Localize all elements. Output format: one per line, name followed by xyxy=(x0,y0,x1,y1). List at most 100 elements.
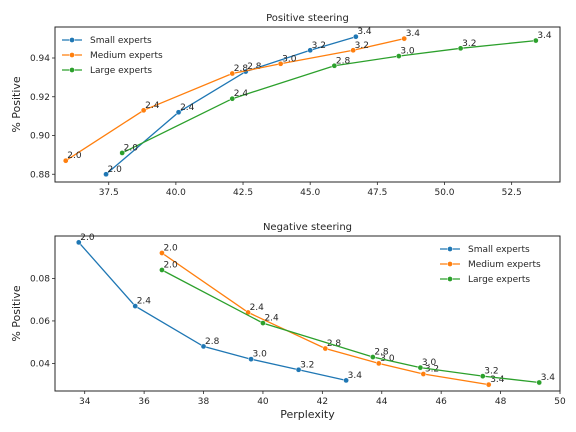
chart-0-x-tick-label: 47.5 xyxy=(367,188,387,198)
chart-0-small-experts-point-label: 3.2 xyxy=(312,41,326,51)
chart-0-x-tick-label: 45.0 xyxy=(300,188,320,198)
chart-1-y-tick-label: 0.04 xyxy=(30,360,50,370)
chart-1-large-experts-point-label: 2.8 xyxy=(374,348,389,358)
chart-0-medium-experts-point-label: 3.4 xyxy=(406,29,421,39)
chart-1-medium-experts-point-label: 2.0 xyxy=(163,243,178,253)
chart-0-large-experts-point xyxy=(395,53,402,59)
chart-0-small-experts-point-label: 2.0 xyxy=(108,165,123,175)
chart-0-y-axis-label: % Positive xyxy=(10,76,23,133)
chart-0-small-experts-point-label: 3.4 xyxy=(357,27,372,37)
chart-1-large-experts-point-label: 2.4 xyxy=(264,314,279,324)
chart-1-legend: Small experts Medium experts Large experts xyxy=(440,245,541,285)
chart-0-large-experts-point-label: 3.2 xyxy=(462,39,476,49)
chart-1-medium-experts-point xyxy=(159,250,165,256)
chart-1-small-experts-point-label: 3.2 xyxy=(300,360,314,370)
chart-1-large-experts-point-label: 3.0 xyxy=(422,358,437,368)
chart-0-x-tick-label: 50.0 xyxy=(434,188,454,198)
chart-0-x-tick-label: 40.0 xyxy=(166,188,186,198)
chart-0-medium-experts-point-label: 3.2 xyxy=(355,41,369,51)
chart-1-small-experts-point-label: 2.0 xyxy=(80,233,95,243)
chart-1-medium-experts-point xyxy=(322,345,329,352)
chart-0-y-tick-label: 0.90 xyxy=(30,132,50,142)
chart-0-large-experts-point xyxy=(229,95,236,102)
chart-1-y-tick-label: 0.06 xyxy=(30,317,50,327)
chart-1-series-medium-experts: 2.02.42.83.03.23.4 xyxy=(159,243,505,388)
chart-1-medium-experts-line xyxy=(161,252,489,386)
positive-steering-panel: Positive steering 37.5 40.0 42.5 45.0 47.5 50.… xyxy=(10,13,561,198)
chart-1-medium-experts-point xyxy=(375,360,382,367)
chart-0-legend-marker-medium-experts xyxy=(69,52,75,58)
chart-0-legend-marker-large-experts xyxy=(69,67,75,73)
chart-0-series-small-experts: 2.0 2.4 2.8 3.2 3.4 xyxy=(103,27,372,178)
chart-0-y-tick-label: 0.94 xyxy=(30,54,50,64)
chart-1-medium-experts-point xyxy=(485,381,492,388)
chart-1-large-experts-line xyxy=(161,269,540,384)
chart-1-medium-experts-point-label: 3.0 xyxy=(380,354,395,364)
chart-0-large-experts-point-label: 2.0 xyxy=(124,143,139,153)
chart-1-x-tick-label: 50 xyxy=(554,397,566,407)
chart-0-medium-experts-point-label: 3.0 xyxy=(282,54,297,64)
chart-1-small-experts-point xyxy=(343,377,349,384)
chart-1-x-tick-label: 42 xyxy=(317,397,328,407)
negative-steering-panel: Negative steering 34 36 38 40 42 44 46 48 50 0.04 0… xyxy=(10,222,566,421)
chart-0-legend-marker-small-experts xyxy=(69,37,75,43)
chart-1-large-experts-point xyxy=(479,373,486,379)
chart-1-small-experts-point xyxy=(200,343,207,350)
chart-1-legend-label-small-experts: Small experts xyxy=(468,245,530,255)
chart-1-x-axis-label: Perplexity xyxy=(280,408,335,421)
chart-1-x-tick-label: 48 xyxy=(495,397,507,407)
chart-1-y-tick-label: 0.08 xyxy=(30,275,50,285)
chart-0-medium-experts-point xyxy=(277,60,284,67)
chart-0-medium-experts-line xyxy=(65,37,405,162)
chart-0-legend-label-small-experts: Small experts xyxy=(90,36,152,46)
chart-1-small-experts-line xyxy=(78,241,347,382)
chart-0-small-experts-point xyxy=(175,109,182,116)
chart-1-large-experts-point xyxy=(159,267,165,273)
chart-1-large-experts-point-label: 3.2 xyxy=(484,367,498,377)
chart-1-large-experts-point xyxy=(536,379,543,386)
chart-0-large-experts-point-label: 2.8 xyxy=(336,56,351,66)
chart-1-x-tick-label: 34 xyxy=(79,397,91,407)
chart-1-large-experts-point-label: 2.0 xyxy=(163,260,178,270)
chart-1-medium-experts-point xyxy=(420,371,427,377)
chart-1-large-experts-point xyxy=(417,364,424,371)
chart-1-medium-experts-point-label: 3.4 xyxy=(490,375,505,385)
chart-1-title: Negative steering xyxy=(263,222,352,233)
chart-1-small-experts-point-label: 3.0 xyxy=(253,350,268,360)
chart-0-small-experts-point-label: 2.4 xyxy=(180,103,195,113)
chart-0-legend-label-medium-experts: Medium experts xyxy=(90,51,163,61)
chart-1-legend-marker-medium-experts xyxy=(447,261,453,267)
chart-0-legend: Small experts Medium experts Large experts xyxy=(62,36,163,76)
chart-0-x-tick-label: 52.5 xyxy=(502,188,522,198)
chart-1-x-tick-label: 36 xyxy=(138,397,150,407)
chart-0-small-experts-point xyxy=(103,171,109,178)
chart-1-legend-label-medium-experts: Medium experts xyxy=(468,260,541,270)
chart-1-series-small-experts: 2.0 2.4 2.8 3.0 3.2 3.4 xyxy=(75,233,362,384)
chart-1-large-experts-point xyxy=(260,320,266,326)
chart-0-medium-experts-point xyxy=(140,107,147,114)
chart-0-large-experts-point xyxy=(119,150,126,156)
chart-0-x-tick-label: 42.5 xyxy=(233,188,253,198)
chart-0-small-experts-point xyxy=(307,47,314,54)
chart-0-large-experts-line xyxy=(121,39,536,154)
chart-0-small-experts-point-label: 2.8 xyxy=(247,62,262,72)
chart-1-legend-marker-large-experts xyxy=(447,276,453,282)
chart-1-small-experts-point xyxy=(248,356,254,363)
chart-1-small-experts-point xyxy=(132,303,139,309)
chart-0-series-large-experts: 2.0 2.4 2.8 3.0 3.2 3.4 xyxy=(119,31,552,156)
chart-0-large-experts-point xyxy=(532,37,539,44)
chart-0-series-medium-experts: 2.0 2.4 2.8 3.0 3.2 3.4 xyxy=(62,29,421,164)
chart-1-small-experts-point-label: 2.8 xyxy=(205,337,220,347)
chart-1-medium-experts-point-label: 2.8 xyxy=(327,339,342,349)
chart-0-title: Positive steering xyxy=(266,13,349,24)
chart-1-small-experts-point xyxy=(295,366,302,373)
chart-1-y-axis-label: % Positive xyxy=(10,285,23,342)
chart-1-large-experts-point xyxy=(370,354,376,360)
chart-0-small-experts-point xyxy=(353,33,359,40)
chart-0-medium-experts-point xyxy=(229,70,236,77)
chart-0-medium-experts-point xyxy=(62,157,69,164)
chart-0-y-tick-label: 0.92 xyxy=(30,93,50,103)
chart-1-medium-experts-point-label: 2.4 xyxy=(250,303,265,313)
chart-0-medium-experts-point xyxy=(350,47,357,54)
